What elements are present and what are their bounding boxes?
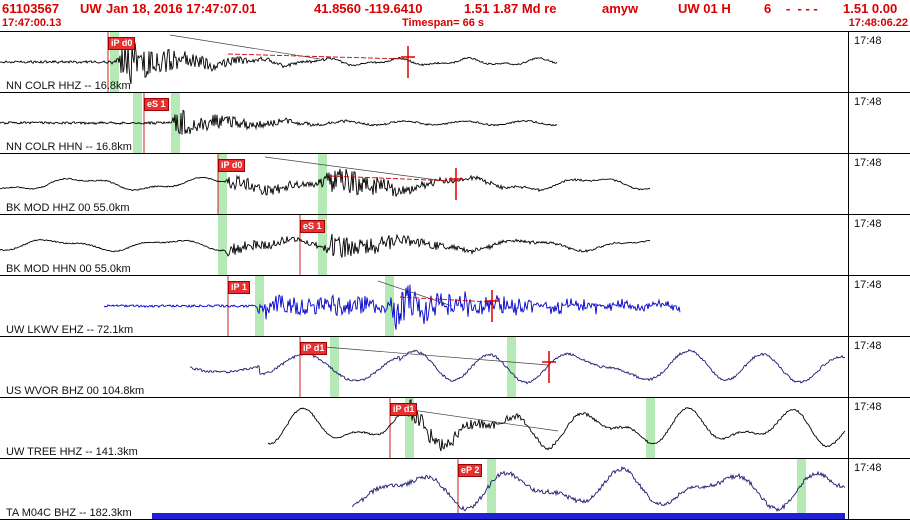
trace-time-label-1: 17:48	[854, 35, 882, 47]
trace-time-label-7: 17:48	[854, 401, 882, 413]
time-margin-1: 17:48	[848, 32, 910, 92]
trace-time-label-8: 17:48	[854, 462, 882, 474]
station-label-2: NN COLR HHN -- 16.8km	[6, 141, 132, 153]
time-margin-7: 17:48	[848, 398, 910, 458]
trace-panel-5: iP 1 UW LKWV EHZ -- 72.1km 17:48	[0, 275, 910, 336]
station-label-5: UW LKWV EHZ -- 72.1km	[6, 324, 134, 336]
time-margin-5: 17:48	[848, 276, 910, 336]
station-label-8: TA M04C BHZ -- 182.3km	[6, 507, 132, 519]
station-label-4: BK MOD HHN 00 55.0km	[6, 263, 131, 275]
trace-panel-6: iP d1 US WVOR BHZ 00 104.8km 17:48	[0, 336, 910, 397]
event-flags: - - - -	[786, 1, 818, 16]
phase-pick-flag-2[interactable]: eS 1	[144, 98, 169, 111]
station-label-3: BK MOD HHZ 00 55.0km	[6, 202, 130, 214]
event-datetime: Jan 18, 2016 17:47:07.01	[106, 1, 257, 16]
time-window-bar: 17:47:00.13 Timespan= 66 s 17:48:06.22	[0, 17, 910, 31]
phase-pick-flag-4[interactable]: eS 1	[300, 220, 325, 233]
phase-pick-flag-8[interactable]: eP 2	[458, 464, 483, 477]
trace-time-label-6: 17:48	[854, 340, 882, 352]
time-margin-2: 17:48	[848, 93, 910, 153]
station-label-7: UW TREE HHZ -- 141.3km	[6, 446, 138, 458]
window-start-time: 17:47:00.13	[2, 17, 62, 29]
event-id: 61103567	[2, 1, 60, 16]
event-analyst: amyw	[602, 1, 639, 16]
time-margin-4: 17:48	[848, 215, 910, 275]
trace-time-label-3: 17:48	[854, 157, 882, 169]
waveform-canvas-7[interactable]	[0, 398, 848, 458]
phase-pick-flag-6[interactable]: iP d1	[300, 342, 328, 355]
time-scrollbar[interactable]	[152, 513, 845, 519]
trace-panel-1: iP d0 NN COLR HHZ -- 16.8km 17:48	[0, 31, 910, 92]
trace-time-label-4: 17:48	[854, 218, 882, 230]
window-end-time: 17:48:06.22	[848, 17, 908, 29]
trace-panel-2: eS 1 NN COLR HHN -- 16.8km 17:48	[0, 92, 910, 153]
event-magnitude: 1.51 1.87 Md re	[464, 1, 557, 16]
phase-pick-flag-1[interactable]: iP d0	[108, 37, 136, 50]
trace-panel-7: iP d1 UW TREE HHZ -- 141.3km 17:48	[0, 397, 910, 458]
phase-pick-flag-7[interactable]: iP d1	[390, 403, 418, 416]
station-label-6: US WVOR BHZ 00 104.8km	[6, 385, 145, 397]
trace-panel-3: iP d0 BK MOD HHZ 00 55.0km 17:48	[0, 153, 910, 214]
event-source: UW 01 H	[678, 1, 731, 16]
event-residuals: 1.51 0.00	[843, 1, 898, 16]
timespan-label: Timespan= 66 s	[402, 17, 485, 29]
event-phase-count: 6	[764, 1, 772, 16]
event-coords: 41.8560 -119.6410	[314, 1, 423, 16]
waveform-canvas-5[interactable]	[0, 276, 848, 336]
trace-time-label-5: 17:48	[854, 279, 882, 291]
event-network: UW	[80, 1, 102, 16]
trace-panel-4: eS 1 BK MOD HHN 00 55.0km 17:48	[0, 214, 910, 275]
waveform-canvas-1[interactable]	[0, 32, 848, 92]
trace-panel-8: eP 2 TA M04C BHZ -- 182.3km 17:48	[0, 458, 910, 519]
time-margin-6: 17:48	[848, 337, 910, 397]
event-summary-bar: 61103567 UW Jan 18, 2016 17:47:07.01 41.…	[0, 0, 910, 17]
phase-pick-flag-3[interactable]: iP d0	[218, 159, 246, 172]
trace-stack: iP d0 NN COLR HHZ -- 16.8km 17:48 eS 1 NN CO…	[0, 31, 910, 520]
trace-time-label-2: 17:48	[854, 96, 882, 108]
waveform-canvas-6[interactable]	[0, 337, 848, 397]
phase-pick-flag-5[interactable]: iP 1	[228, 281, 250, 294]
waveform-canvas-3[interactable]	[0, 154, 848, 214]
time-margin-8: 17:48	[848, 459, 910, 519]
station-label-1: NN COLR HHZ -- 16.8km	[6, 80, 131, 92]
time-margin-3: 17:48	[848, 154, 910, 214]
